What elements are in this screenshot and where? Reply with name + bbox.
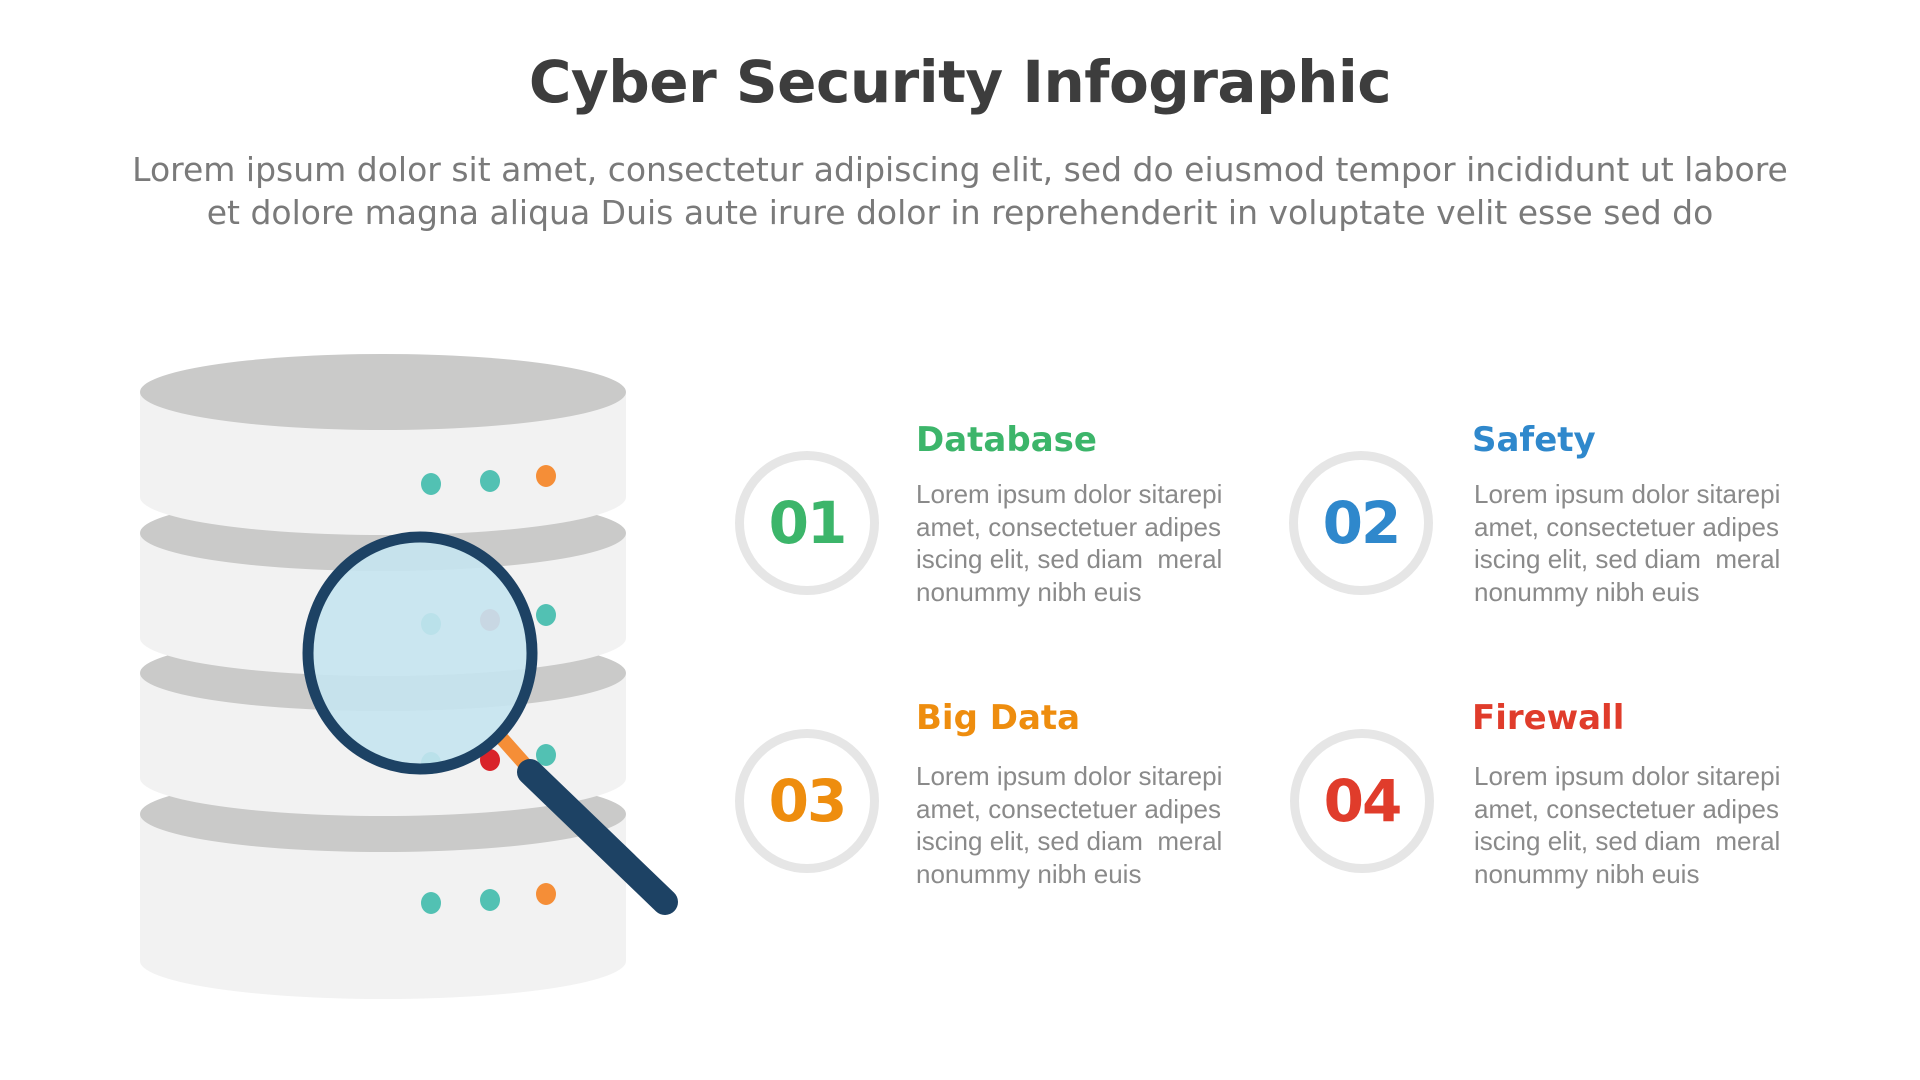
item-body: Lorem ipsum dolor sitarepi amet, consect… [916,760,1246,890]
step-number-circle: 02 [1289,451,1433,595]
step-number-circle: 03 [735,729,879,873]
body-line: Lorem ipsum dolor sitarepi [916,761,1223,791]
body-line: amet, consectetuer adipes [1474,511,1779,542]
item-heading: Safety [1472,420,1596,460]
step-number: 04 [1323,767,1403,835]
body-line: nonummy nibh euis [916,576,1142,607]
item-heading: Firewall [1472,698,1625,738]
body-line: amet, consectetuer adipes [916,793,1221,824]
step-number: 02 [1322,489,1402,557]
body-line: iscing elit, sed diam meral [916,544,1223,574]
page-title: Cyber Security Infographic [528,48,1392,116]
body-line: nonummy nibh euis [1474,576,1700,607]
subtitle-line: et dolore magna aliqua Duis aute irure d… [206,193,1714,232]
magnifier-icon [302,531,678,915]
body-line: Lorem ipsum dolor sitarepi [916,479,1223,509]
subtitle: Lorem ipsum dolor sit amet, consectetur … [60,148,1860,234]
item-heading: Big Data [916,698,1081,738]
body-line: amet, consectetuer adipes [1474,793,1779,824]
item-body: Lorem ipsum dolor sitarepi amet, consect… [1474,478,1804,608]
step-number-circle: 01 [735,451,879,595]
body-line: nonummy nibh euis [916,858,1142,889]
body-line: iscing elit, sed diam meral [1474,544,1781,574]
body-line: Lorem ipsum dolor sitarepi [1474,479,1781,509]
item-body: Lorem ipsum dolor sitarepi amet, consect… [916,478,1246,608]
item-heading: Database [916,420,1097,460]
body-line: iscing elit, sed diam meral [1474,826,1781,856]
step-number: 01 [768,489,848,557]
body-line: iscing elit, sed diam meral [916,826,1223,856]
subtitle-line: Lorem ipsum dolor sit amet, consectetur … [132,150,1788,189]
body-line: Lorem ipsum dolor sitarepi [1474,761,1781,791]
step-number-circle: 04 [1290,729,1434,873]
body-line: nonummy nibh euis [1474,858,1700,889]
step-number: 03 [768,767,848,835]
body-line: amet, consectetuer adipes [916,511,1221,542]
item-body: Lorem ipsum dolor sitarepi amet, consect… [1474,760,1804,890]
